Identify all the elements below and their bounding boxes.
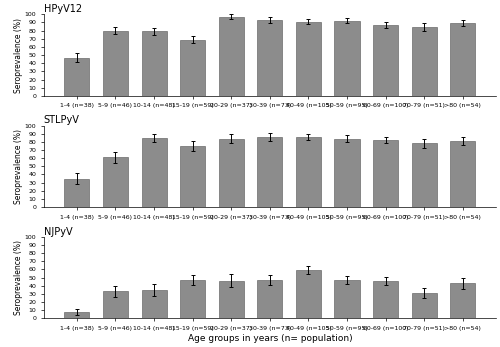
Bar bbox=[373, 140, 398, 207]
Bar bbox=[334, 138, 359, 207]
Bar bbox=[258, 20, 282, 96]
Bar bbox=[64, 312, 90, 319]
Bar bbox=[142, 290, 167, 319]
Bar bbox=[412, 143, 436, 207]
Bar bbox=[373, 25, 398, 96]
Bar bbox=[450, 23, 475, 96]
Bar bbox=[64, 58, 90, 96]
Bar bbox=[142, 138, 167, 207]
Bar bbox=[412, 293, 436, 319]
Bar bbox=[450, 141, 475, 207]
Bar bbox=[412, 27, 436, 96]
Bar bbox=[296, 137, 321, 207]
Bar bbox=[103, 157, 128, 207]
Bar bbox=[334, 280, 359, 319]
Text: HPyV12: HPyV12 bbox=[44, 4, 82, 14]
Bar bbox=[258, 137, 282, 207]
Bar bbox=[218, 17, 244, 96]
Y-axis label: Seroprevalence (%): Seroprevalence (%) bbox=[14, 240, 23, 315]
Bar bbox=[258, 280, 282, 319]
Bar bbox=[373, 281, 398, 319]
Bar bbox=[218, 138, 244, 207]
Bar bbox=[334, 21, 359, 96]
Bar bbox=[64, 179, 90, 207]
Bar bbox=[296, 270, 321, 319]
Bar bbox=[103, 291, 128, 319]
Bar bbox=[180, 280, 205, 319]
Bar bbox=[180, 146, 205, 207]
Bar bbox=[103, 31, 128, 96]
Bar bbox=[180, 40, 205, 96]
Y-axis label: Seroprevalence (%): Seroprevalence (%) bbox=[14, 18, 23, 93]
Text: STLPyV: STLPyV bbox=[44, 116, 80, 126]
Bar bbox=[218, 281, 244, 319]
X-axis label: Age groups in years (n= population): Age groups in years (n= population) bbox=[188, 334, 352, 343]
Text: NJPyV: NJPyV bbox=[44, 227, 72, 237]
Bar bbox=[142, 31, 167, 96]
Bar bbox=[450, 283, 475, 319]
Y-axis label: Seroprevalence (%): Seroprevalence (%) bbox=[14, 129, 23, 204]
Bar bbox=[296, 22, 321, 96]
